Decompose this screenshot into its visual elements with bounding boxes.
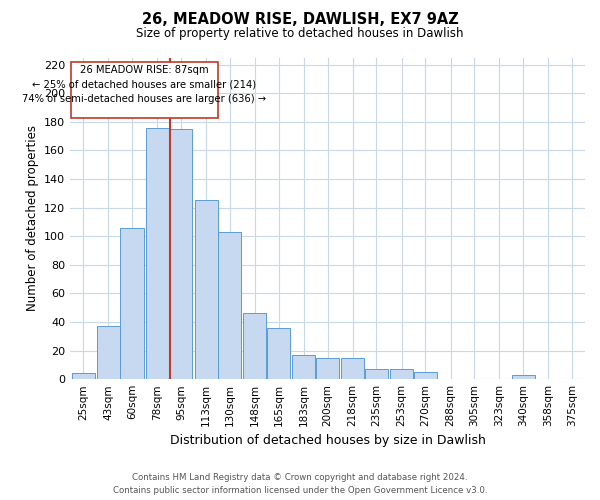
Bar (390, 369, 413, 379)
Bar (414, 372, 437, 379)
FancyBboxPatch shape (71, 62, 218, 118)
Bar (169, 129, 193, 379)
Text: Contains HM Land Registry data © Crown copyright and database right 2024.
Contai: Contains HM Land Registry data © Crown c… (113, 473, 487, 495)
Bar (316, 358, 339, 379)
Text: 26, MEADOW RISE, DAWLISH, EX7 9AZ: 26, MEADOW RISE, DAWLISH, EX7 9AZ (142, 12, 458, 28)
Text: Size of property relative to detached houses in Dawlish: Size of property relative to detached ho… (136, 28, 464, 40)
Bar (97, 326, 120, 379)
Bar (71, 374, 95, 379)
Bar (121, 228, 143, 379)
Text: 26 MEADOW RISE: 87sqm
← 25% of detached houses are smaller (214)
74% of semi-det: 26 MEADOW RISE: 87sqm ← 25% of detached … (22, 64, 266, 104)
Bar (218, 232, 241, 379)
Bar (194, 200, 218, 379)
Bar (365, 369, 388, 379)
Bar (244, 314, 266, 379)
Bar (341, 358, 364, 379)
Bar (267, 328, 290, 379)
Bar (146, 128, 169, 379)
Y-axis label: Number of detached properties: Number of detached properties (26, 126, 38, 312)
Bar (512, 375, 535, 379)
X-axis label: Distribution of detached houses by size in Dawlish: Distribution of detached houses by size … (170, 434, 485, 448)
Bar (292, 355, 316, 379)
